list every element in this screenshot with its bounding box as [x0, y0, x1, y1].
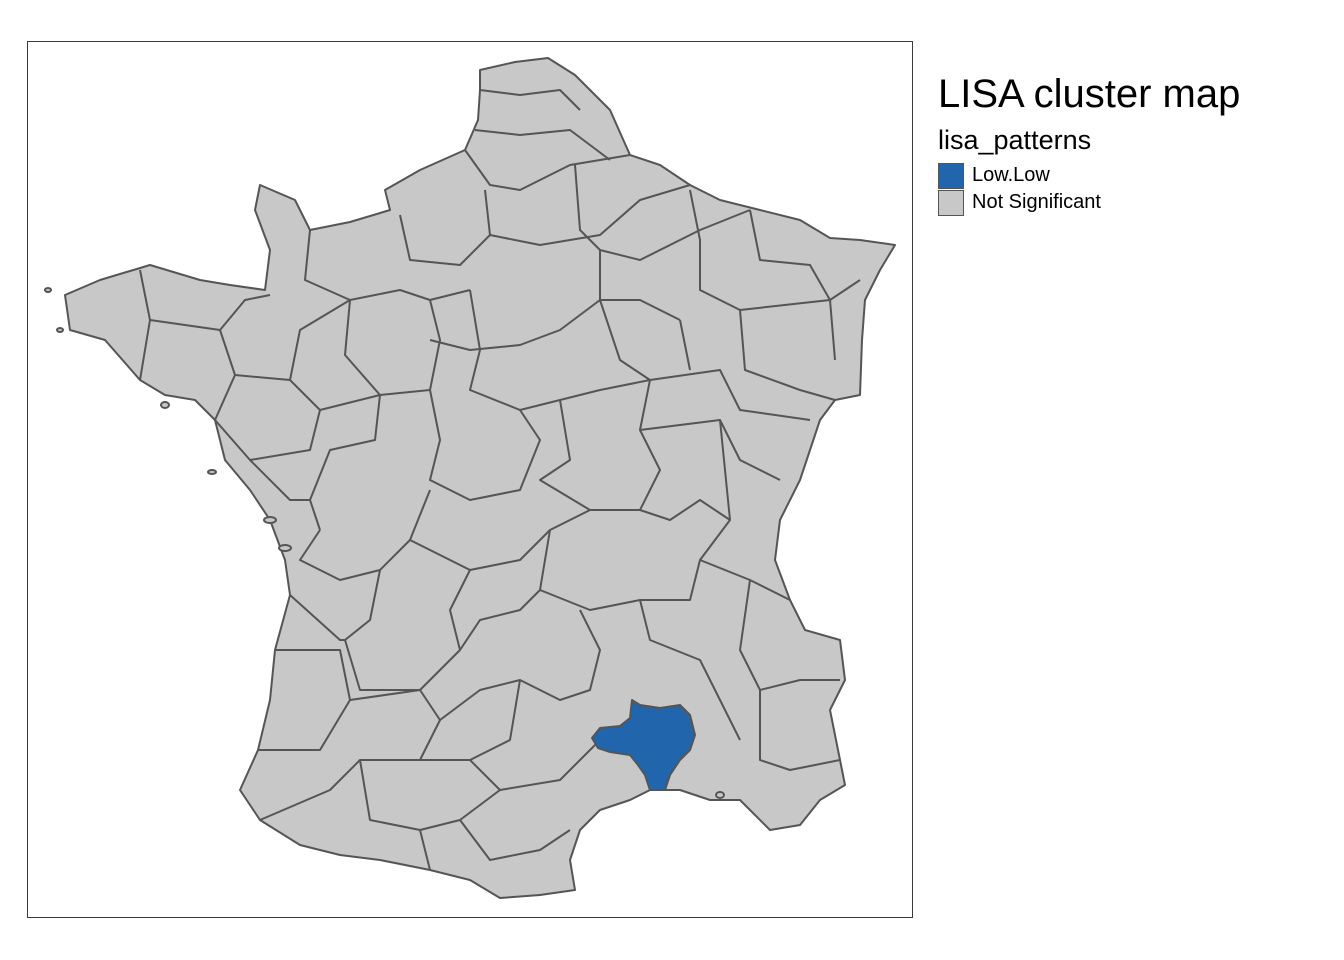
legend-swatch-low-low — [938, 162, 964, 189]
legend-item-not-significant: Not Significant — [938, 189, 1240, 216]
legend-swatch-not-significant — [938, 189, 964, 216]
legend-label-not-significant: Not Significant — [972, 191, 1101, 213]
legend-title: lisa_patterns — [938, 125, 1092, 155]
map-title: LISA cluster map — [938, 72, 1241, 116]
legend-label-low-low: Low.Low — [972, 164, 1050, 186]
legend: LISA cluster map lisa_patterns Low.Low N… — [938, 70, 1240, 216]
france-mainland — [64, 57, 896, 899]
department-borders — [139, 89, 861, 871]
coastal-islands — [44, 287, 725, 799]
legend-item-low-low: Low.Low — [938, 162, 1240, 189]
region-low-low — [591, 699, 696, 791]
